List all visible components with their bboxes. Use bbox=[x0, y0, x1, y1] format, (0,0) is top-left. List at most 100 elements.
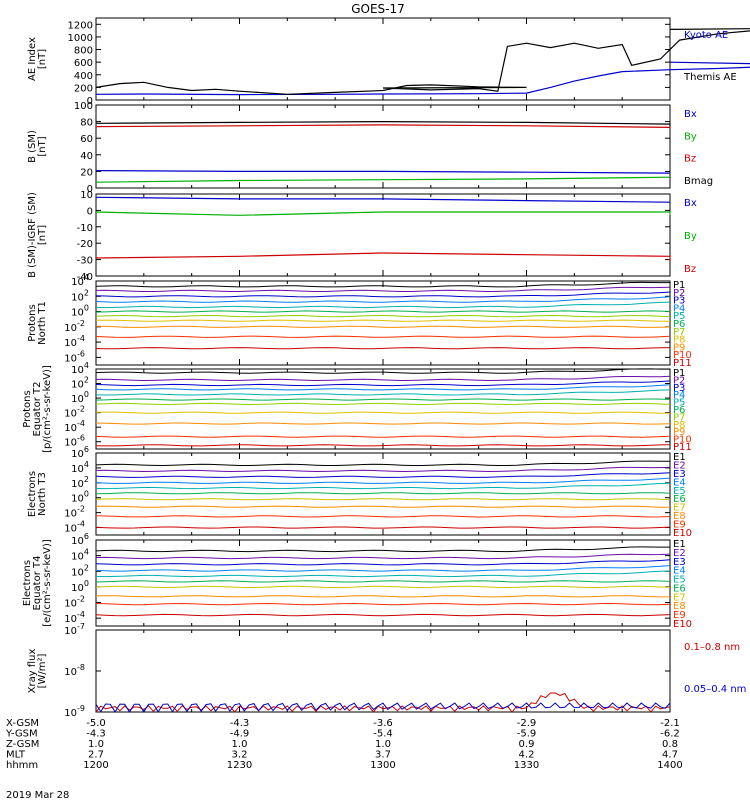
y-tick-label: 40 bbox=[80, 151, 93, 162]
channel-p7 bbox=[95, 314, 671, 318]
y-tick-label: 1200 bbox=[68, 20, 93, 31]
panel-frame bbox=[95, 104, 671, 189]
panel-frame bbox=[95, 193, 671, 277]
ephem-value: 1230 bbox=[227, 760, 252, 771]
y-axis-label: [W/m²] bbox=[37, 653, 48, 688]
ephem-label: Z-GSM bbox=[6, 739, 39, 750]
legend-p2: P2 bbox=[673, 375, 685, 386]
y-tick-label: 100 bbox=[71, 579, 89, 594]
y-tick-label: 10-4 bbox=[64, 520, 85, 535]
panel-frame bbox=[95, 629, 671, 713]
series-xray-long bbox=[95, 692, 671, 713]
y-tick-label: 0 bbox=[87, 206, 93, 217]
ephem-value: 4.7 bbox=[662, 750, 678, 761]
y-tick-label: 102 bbox=[71, 475, 89, 490]
legend-p4: P4 bbox=[673, 303, 685, 314]
channel-p4 bbox=[95, 296, 671, 303]
channel-e7 bbox=[95, 585, 671, 589]
channel-p9 bbox=[95, 325, 671, 328]
y-tick-label: 10-4 bbox=[64, 419, 85, 434]
legend-p10: P10 bbox=[673, 350, 692, 361]
y-axis-label: Protons bbox=[22, 390, 33, 427]
y-tick-label: 20 bbox=[80, 167, 93, 178]
legend-p1: P1 bbox=[673, 368, 685, 379]
legend-p9: P9 bbox=[673, 342, 685, 353]
channel-e10 bbox=[95, 613, 671, 617]
y-axis-label: [p/(cm²-s-sr-keV)] bbox=[42, 365, 53, 453]
ephem-value: 3.7 bbox=[375, 750, 391, 761]
channel-p7 bbox=[95, 402, 671, 406]
ephem-value: -5.0 bbox=[86, 718, 106, 729]
legend-e9: E9 bbox=[673, 520, 686, 531]
y-axis-label: [nT] bbox=[37, 49, 48, 69]
y-tick-label: 600 bbox=[74, 58, 93, 69]
ephem-value: 0.8 bbox=[662, 739, 678, 750]
legend-e3: E3 bbox=[673, 557, 686, 568]
legend-e7: E7 bbox=[673, 592, 686, 603]
legend-e4: E4 bbox=[673, 566, 686, 577]
legend-e10: E10 bbox=[673, 619, 692, 630]
series-themis-ae bbox=[95, 28, 750, 95]
ephem-label: hhmm bbox=[6, 760, 38, 771]
ephem-value: -4.3 bbox=[86, 729, 106, 740]
legend-e1: E1 bbox=[673, 539, 686, 550]
channel-e4 bbox=[95, 565, 671, 572]
ephem-value: -3.6 bbox=[373, 718, 393, 729]
y-axis-label: B (SM)-IGRF (SM) bbox=[27, 192, 38, 278]
y-axis-label: Xray flux bbox=[27, 649, 38, 694]
legend-bx: Bx bbox=[684, 109, 697, 120]
series-bz bbox=[95, 252, 671, 262]
y-tick-label: 102 bbox=[71, 288, 89, 303]
channel-p2 bbox=[95, 375, 671, 382]
y-tick-label: -40 bbox=[77, 272, 93, 283]
legend-p6: P6 bbox=[673, 319, 685, 330]
y-axis-label: Equator T4 bbox=[32, 556, 43, 611]
channel-p11 bbox=[95, 347, 671, 350]
legend-p10: P10 bbox=[673, 435, 692, 446]
legend-e4: E4 bbox=[673, 477, 686, 488]
legend-p3: P3 bbox=[673, 296, 685, 307]
legend-p5: P5 bbox=[673, 311, 685, 322]
legend-e5: E5 bbox=[673, 575, 686, 586]
legend-bottom: Themis AE bbox=[683, 72, 737, 83]
channel-p8 bbox=[95, 411, 670, 414]
legend-bottom: 0.05–0.4 nm bbox=[684, 684, 746, 695]
legend-e2: E2 bbox=[673, 460, 686, 471]
legend-e6: E6 bbox=[673, 494, 686, 505]
channel-p2 bbox=[95, 286, 671, 293]
ephem-value: 0.9 bbox=[519, 739, 535, 750]
y-tick-label: 10-9 bbox=[64, 704, 85, 719]
channel-p3 bbox=[95, 380, 671, 387]
channel-p6 bbox=[95, 310, 671, 313]
ephem-value: -2.1 bbox=[660, 718, 680, 729]
legend-e8: E8 bbox=[673, 511, 686, 522]
y-tick-label: 10-2 bbox=[64, 505, 85, 520]
ephem-value: 4.2 bbox=[519, 750, 535, 761]
ephem-label: MLT bbox=[6, 750, 26, 761]
channel-e6 bbox=[95, 580, 671, 583]
channel-e5 bbox=[95, 482, 671, 490]
y-tick-label: 102 bbox=[71, 563, 89, 578]
legend-p2: P2 bbox=[673, 288, 685, 299]
ephemeris-table: X-GSM -5.0 -4.3 -3.6 -2.9 -2.1Y-GSM -4.3 -4.9 -5… bbox=[5, 718, 683, 771]
legend-p7: P7 bbox=[673, 412, 685, 423]
y-axis-label: North T1 bbox=[37, 301, 48, 345]
y-tick-label: 10 bbox=[80, 190, 93, 201]
ephem-value: 3.2 bbox=[232, 750, 248, 761]
channel-e2 bbox=[95, 466, 671, 473]
ephem-value: -2.9 bbox=[517, 718, 537, 729]
channel-p1 bbox=[95, 368, 670, 374]
legend-p1: P1 bbox=[673, 280, 685, 291]
series-by bbox=[95, 211, 671, 216]
channel-p10 bbox=[95, 435, 671, 438]
y-tick-label: 104 bbox=[71, 548, 89, 563]
ephem-value: -4.9 bbox=[230, 729, 250, 740]
ephem-value: -6.2 bbox=[660, 729, 680, 740]
channel-e4 bbox=[95, 477, 671, 484]
panel-3: -40 -30 -20 -10 0 10 B (SM)-IGRF (SM) [nT] Bx By B… bbox=[27, 190, 697, 283]
channel-e9 bbox=[95, 515, 671, 518]
legend-e8: E8 bbox=[673, 601, 686, 612]
legend-e6: E6 bbox=[673, 583, 686, 594]
